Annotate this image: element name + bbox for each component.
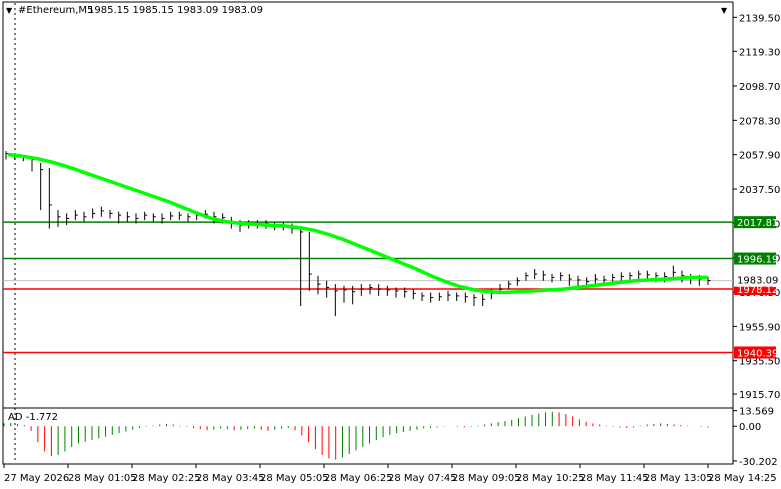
price-tick-label: 2139.50 <box>739 13 780 24</box>
level-price-tag <box>734 346 776 359</box>
scroll-arrow-icon[interactable]: ▼ <box>721 6 728 15</box>
symbol-timeframe: #Ethereum,M5 <box>18 5 93 16</box>
ad-tick-label: -30.202 <box>739 457 778 468</box>
time-tick-label: 28 May 09:05 <box>452 473 521 484</box>
price-layer <box>3 151 733 354</box>
time-tick-label: 28 May 01:05 <box>68 473 137 484</box>
level-price-label: 2017.81 <box>737 218 778 229</box>
current-price-tag <box>734 274 776 287</box>
ad-tick-label: 0.00 <box>739 422 761 433</box>
indicator-pane-frame <box>2 407 734 465</box>
time-tick-label: 28 May 10:25 <box>516 473 585 484</box>
price-tick-label: 2037.50 <box>739 185 780 196</box>
level-price-tag <box>734 252 776 265</box>
ad-layer <box>3 411 709 460</box>
price-tick-label: 1915.70 <box>739 390 780 401</box>
level-price-label: 1978.12 <box>737 285 778 296</box>
time-tick-label: 27 May 2026 <box>4 473 69 484</box>
current-price-label: 1983.09 <box>737 276 778 287</box>
time-tick-label: 28 May 07:45 <box>388 473 457 484</box>
time-tick-label: 28 May 05:05 <box>260 473 329 484</box>
price-tick-label: 1935.50 <box>739 357 780 368</box>
moving-average-line <box>7 152 708 295</box>
level-price-label: 1996.19 <box>737 255 778 266</box>
level-price-tag <box>734 216 776 229</box>
time-tick-label: 28 May 02:25 <box>132 473 201 484</box>
dropdown-arrow-icon[interactable]: ▼ <box>6 6 13 15</box>
time-tick-label: 28 May 06:25 <box>324 473 393 484</box>
price-tick-label: 1955.90 <box>739 322 780 333</box>
level-price-label: 1940.39 <box>737 348 778 359</box>
ad-tick-label: 13.569 <box>739 407 774 418</box>
price-tick-label: 2057.90 <box>739 151 780 162</box>
indicator-label: AD -1.772 <box>8 412 58 423</box>
time-tick-label: 28 May 13:05 <box>644 473 713 484</box>
ohlc-values: 1985.15 1985.15 1983.09 1983.09 <box>88 5 263 16</box>
axis-layer: 2139.50 2119.30 2098.70 2078.30 2057.90 2037.… <box>3 13 780 484</box>
time-tick-label: 28 May 14:25 <box>708 473 777 484</box>
time-tick-label: 28 May 03:45 <box>196 473 265 484</box>
price-tick-label: 2078.30 <box>739 116 780 127</box>
price-tick-label: 2098.70 <box>739 82 780 93</box>
price-pane-frame <box>2 1 734 427</box>
price-tick-label: 2119.30 <box>739 47 780 58</box>
time-tick-label: 28 May 11:45 <box>580 473 649 484</box>
